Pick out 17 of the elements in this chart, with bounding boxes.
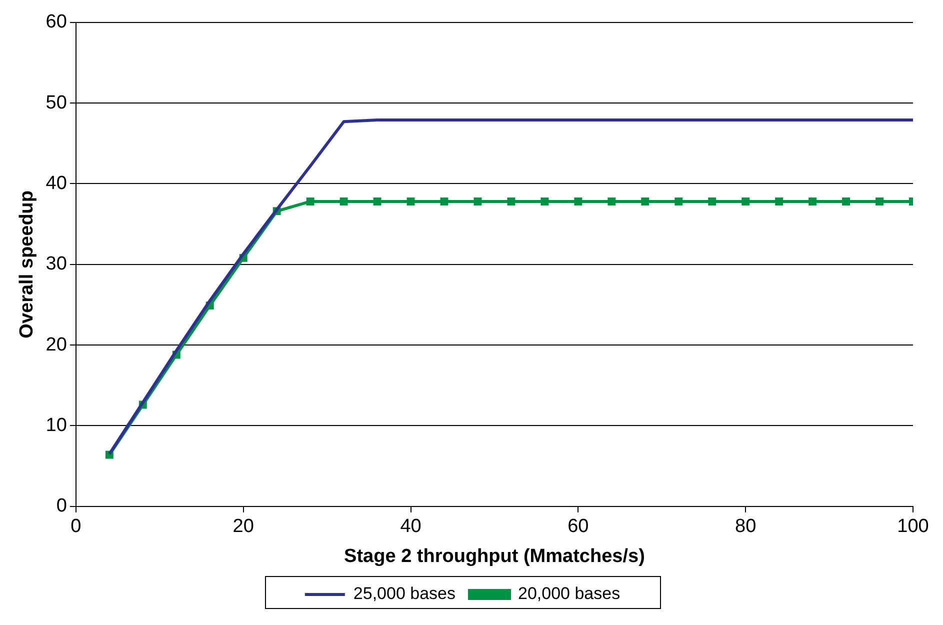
y-tick-label: 60 xyxy=(46,12,67,33)
y-tick-label: 0 xyxy=(56,496,67,517)
x-tick-label: 20 xyxy=(232,516,254,538)
legend-label: 20,000 bases xyxy=(518,584,620,604)
y-tick-label: 40 xyxy=(46,172,67,194)
x-tick-label: 60 xyxy=(568,516,589,538)
x-tick-label: 100 xyxy=(897,516,929,538)
x-axis-title: Stage 2 throughput (Mmatches/s) xyxy=(344,546,645,567)
y-tick-label: 50 xyxy=(46,92,67,114)
y-tick-label: 20 xyxy=(46,334,67,356)
x-tick-label: 80 xyxy=(735,516,756,538)
y-axis-title: Overall speedup xyxy=(16,190,38,338)
x-tick-label: 0 xyxy=(70,516,82,538)
legend-label: 25,000 bases xyxy=(353,584,456,604)
y-tick-label: 10 xyxy=(46,414,67,436)
x-tick-label: 40 xyxy=(400,516,422,538)
y-tick-label: 30 xyxy=(46,254,67,275)
